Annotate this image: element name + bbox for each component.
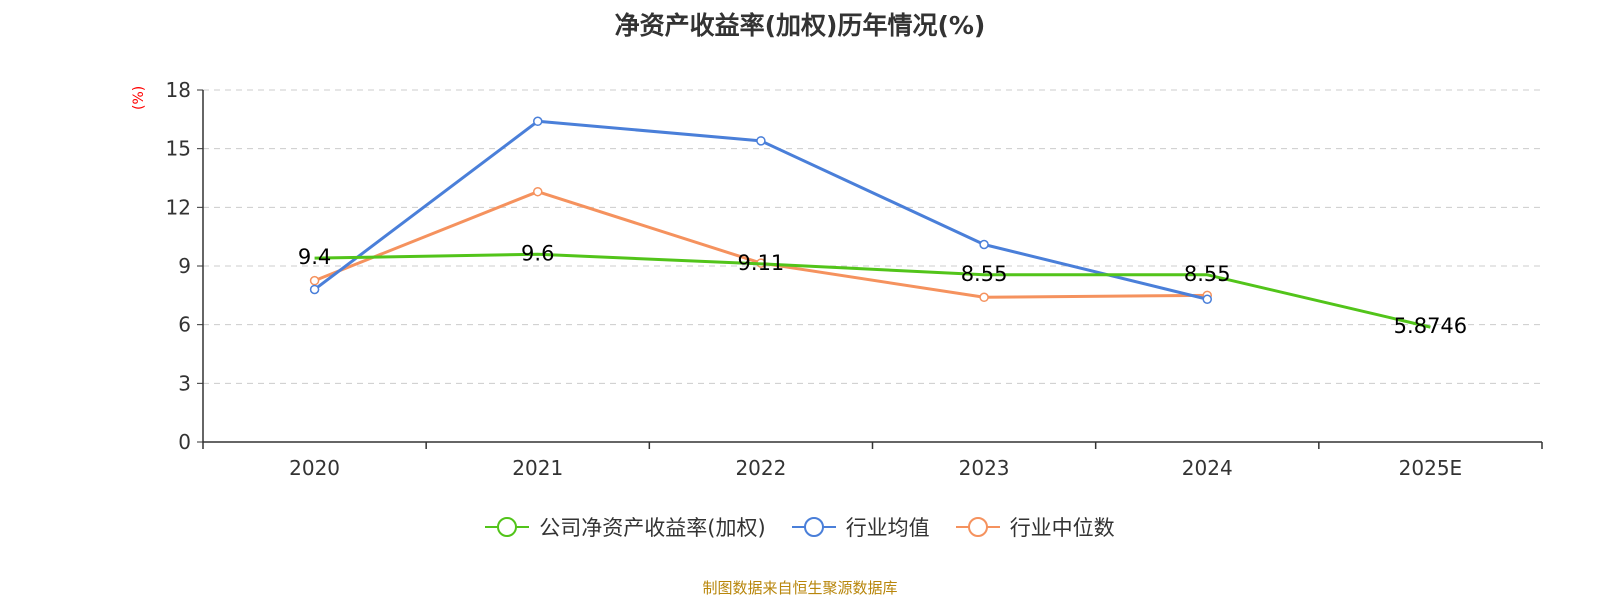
legend-label-industry-median: 行业中位数 [1009,516,1115,540]
legend-swatch-industry-mean [791,515,836,539]
data-label: 8.55 [1184,262,1231,286]
data-point [979,239,989,250]
y-tick-label: 0 [178,430,191,454]
data-source-note: 制图数据来自恒生聚源数据库 [702,579,898,597]
x-tick-label: 2023 [959,456,1010,480]
legend-label-industry-mean: 行业均值 [845,516,930,540]
y-tick-label: 3 [178,371,191,395]
data-label: 5.8746 [1394,314,1467,338]
legend-item-company-roe[interactable]: 公司净资产收益率(加权) [485,512,766,542]
y-tick-label: 9 [178,254,191,278]
legend-label-company-roe: 公司净资产收益率(加权) [539,516,766,540]
x-tick-label: 2021 [512,456,563,480]
x-tick-label: 2022 [735,456,786,480]
legend-swatch-industry-median [955,515,1000,539]
data-label: 9.4 [298,245,331,269]
y-tick-label: 18 [166,78,191,102]
data-point [309,275,320,286]
series-line [314,252,1431,329]
data-label: 8.55 [961,262,1008,286]
data-point [309,284,320,295]
x-tick-label: 2025E [1399,456,1463,480]
legend-item-industry-mean[interactable]: 行业均值 [791,512,930,542]
y-tick-label: 12 [166,195,191,219]
x-tick-label: 2024 [1182,456,1233,480]
y-tick-label: 6 [178,313,191,337]
data-point [756,136,766,146]
data-point [979,292,989,303]
data-point [533,116,543,127]
data-label: 9.6 [521,241,554,265]
legend: 公司净资产收益率(加权) 行业均值 行业中位数 [0,512,1600,542]
chart-title: 净资产收益率(加权)历年情况(%) [614,11,986,40]
legend-item-industry-median[interactable]: 行业中位数 [955,512,1115,542]
data-point [1202,294,1212,304]
y-tick-label: 15 [166,137,191,161]
data-label: 9.11 [738,251,785,275]
legend-swatch-company-roe [485,515,530,539]
data-point [533,186,543,197]
x-tick-label: 2020 [289,456,340,480]
